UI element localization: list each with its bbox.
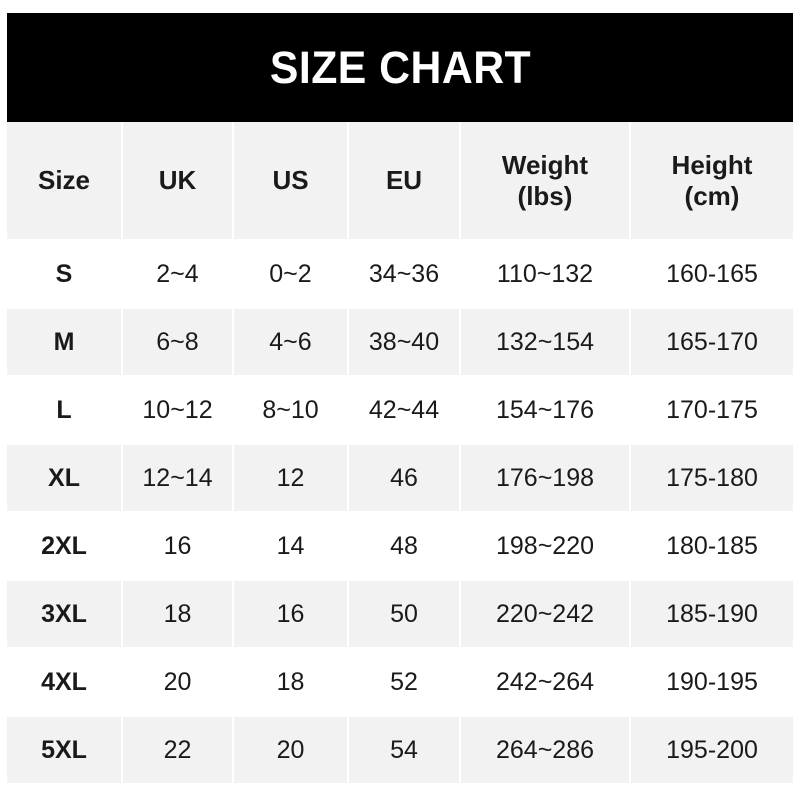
cell-eu: 34~36 — [347, 239, 461, 309]
column-header-weight-label: Weight — [501, 149, 589, 180]
column-header-us: US — [232, 122, 349, 241]
table-row: M 6~8 4~6 38~40 132~154 165-170 — [7, 307, 793, 377]
table-row: 3XL 18 16 50 220~242 185-190 — [7, 579, 793, 649]
cell-uk: 10~12 — [121, 375, 234, 445]
cell-size: XL — [7, 443, 123, 513]
cell-uk: 2~4 — [121, 239, 234, 309]
cell-size: 4XL — [7, 647, 123, 717]
column-header-size-label: Size — [37, 165, 91, 196]
cell-uk: 12~14 — [121, 443, 234, 513]
cell-size: 5XL — [7, 715, 123, 785]
cell-eu: 42~44 — [347, 375, 461, 445]
cell-weight: 264~286 — [459, 715, 631, 785]
cell-size: M — [7, 307, 123, 377]
size-chart-table: Size UK US EU Weight (lbs) Height (cm) — [7, 122, 793, 785]
cell-eu: 38~40 — [347, 307, 461, 377]
cell-weight: 242~264 — [459, 647, 631, 717]
cell-height: 160-165 — [629, 239, 793, 309]
column-header-height: Height (cm) — [629, 122, 793, 241]
cell-size: 3XL — [7, 579, 123, 649]
cell-eu: 52 — [347, 647, 461, 717]
cell-eu: 50 — [347, 579, 461, 649]
column-header-eu-label: EU — [385, 165, 423, 196]
table-row: 5XL 22 20 54 264~286 195-200 — [7, 715, 793, 785]
cell-height: 180-185 — [629, 511, 793, 581]
cell-weight: 198~220 — [459, 511, 631, 581]
title-banner: SIZE CHART — [7, 13, 793, 122]
cell-height: 190-195 — [629, 647, 793, 717]
table-body: S 2~4 0~2 34~36 110~132 160-165 M 6~8 4~… — [7, 239, 793, 785]
table-row: 2XL 16 14 48 198~220 180-185 — [7, 511, 793, 581]
column-header-height-unit: (cm) — [684, 180, 740, 211]
cell-us: 4~6 — [232, 307, 349, 377]
cell-height: 175-180 — [629, 443, 793, 513]
cell-height: 185-190 — [629, 579, 793, 649]
column-header-uk: UK — [121, 122, 234, 241]
cell-us: 20 — [232, 715, 349, 785]
cell-eu: 48 — [347, 511, 461, 581]
cell-uk: 6~8 — [121, 307, 234, 377]
size-chart-card: SIZE CHART Size UK US EU W — [7, 13, 793, 785]
cell-weight: 176~198 — [459, 443, 631, 513]
cell-size: 2XL — [7, 511, 123, 581]
cell-size: S — [7, 239, 123, 309]
cell-eu: 54 — [347, 715, 461, 785]
table-row: L 10~12 8~10 42~44 154~176 170-175 — [7, 375, 793, 445]
column-header-height-label: Height — [671, 149, 753, 180]
cell-us: 8~10 — [232, 375, 349, 445]
cell-height: 195-200 — [629, 715, 793, 785]
page-title: SIZE CHART — [269, 42, 531, 93]
column-header-us-label: US — [272, 165, 309, 196]
cell-height: 170-175 — [629, 375, 793, 445]
column-header-size: Size — [7, 122, 123, 241]
column-header-weight: Weight (lbs) — [459, 122, 631, 241]
cell-weight: 132~154 — [459, 307, 631, 377]
cell-uk: 20 — [121, 647, 234, 717]
column-header-uk-label: UK — [158, 165, 197, 196]
cell-height: 165-170 — [629, 307, 793, 377]
cell-us: 16 — [232, 579, 349, 649]
table-row: S 2~4 0~2 34~36 110~132 160-165 — [7, 239, 793, 309]
table-row: XL 12~14 12 46 176~198 175-180 — [7, 443, 793, 513]
cell-weight: 110~132 — [459, 239, 631, 309]
table-header: Size UK US EU Weight (lbs) Height (cm) — [7, 122, 793, 241]
column-header-eu: EU — [347, 122, 461, 241]
cell-weight: 154~176 — [459, 375, 631, 445]
cell-us: 12 — [232, 443, 349, 513]
cell-us: 14 — [232, 511, 349, 581]
cell-uk: 16 — [121, 511, 234, 581]
cell-us: 18 — [232, 647, 349, 717]
cell-eu: 46 — [347, 443, 461, 513]
table-row: 4XL 20 18 52 242~264 190-195 — [7, 647, 793, 717]
cell-weight: 220~242 — [459, 579, 631, 649]
cell-uk: 22 — [121, 715, 234, 785]
table-header-row: Size UK US EU Weight (lbs) Height (cm) — [7, 122, 793, 241]
column-header-weight-unit: (lbs) — [517, 180, 573, 211]
cell-us: 0~2 — [232, 239, 349, 309]
cell-uk: 18 — [121, 579, 234, 649]
cell-size: L — [7, 375, 123, 445]
